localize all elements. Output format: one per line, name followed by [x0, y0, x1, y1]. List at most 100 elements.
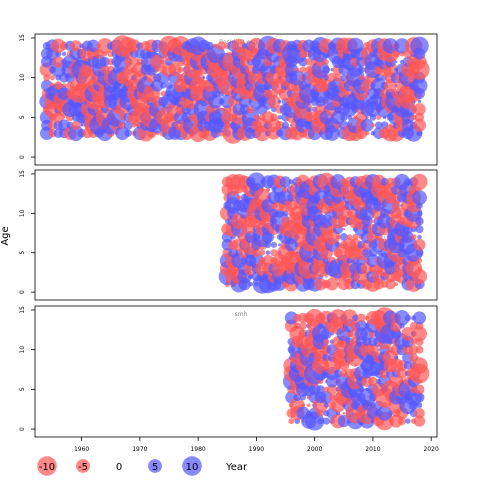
residual-bubble: [324, 275, 328, 278]
legend-label: 10: [186, 462, 199, 473]
residual-bubble: [319, 390, 333, 404]
residual-bubble: [371, 219, 375, 223]
x-tick-label: 2010: [365, 446, 380, 453]
residual-bubble: [323, 402, 329, 408]
residual-bubble: [219, 107, 224, 112]
residual-bubble: [277, 99, 282, 104]
residual-bubble: [412, 118, 427, 132]
residual-bubble: [267, 94, 281, 109]
residual-bubble: [54, 81, 63, 90]
residual-bubble: [396, 368, 408, 379]
residual-bubble: [412, 311, 427, 325]
residual-bubble: [177, 66, 184, 73]
residual-bubble: [57, 87, 71, 100]
residual-bubble: [273, 236, 275, 238]
residual-bubble: [342, 411, 346, 415]
residual-bubble: [319, 211, 322, 215]
residual-bubble: [298, 57, 308, 67]
residual-bubble: [385, 278, 396, 290]
residual-bubble: [397, 417, 407, 426]
residual-bubble: [307, 403, 311, 407]
residual-bubble: [156, 52, 159, 55]
legend-label: -5: [78, 462, 88, 473]
y-tick-label: 5: [19, 115, 26, 119]
residual-bubble: [281, 121, 290, 129]
residual-bubble: [282, 210, 289, 217]
residual-bubble: [202, 76, 206, 80]
residual-bubble: [417, 99, 422, 104]
residual-bubble: [168, 63, 182, 77]
legend-bubble: [37, 456, 57, 476]
panel-frame: [34, 33, 438, 166]
residual-bubble: [414, 407, 425, 419]
residual-bubble: [322, 66, 330, 74]
x-tick-label: 2020: [424, 446, 439, 453]
residual-bubble: [289, 69, 305, 86]
residual-bubble: [123, 120, 133, 130]
legend-bubble: [148, 459, 162, 473]
residual-bubble: [415, 248, 424, 257]
residual-bubble: [68, 125, 84, 141]
residual-bubble: [370, 123, 375, 128]
residual-bubble: [259, 249, 266, 256]
residual-bubble: [416, 258, 423, 264]
residual-bubble: [366, 254, 380, 268]
x-tick-label: 1960: [74, 446, 89, 453]
residual-bubble: [294, 67, 300, 72]
residual-bubble: [282, 186, 289, 193]
residual-bubble: [236, 195, 242, 201]
y-tick-label: 10: [19, 346, 26, 354]
residual-bubble: [293, 393, 301, 402]
residual-bubble: [265, 187, 271, 192]
residual-bubble: [401, 231, 414, 243]
residual-bubble: [352, 314, 359, 322]
residual-bubble: [99, 56, 110, 67]
residual-bubble: [366, 343, 379, 356]
residual-bubble: [265, 250, 271, 256]
residual-bubble: [342, 227, 346, 231]
residual-bubble: [358, 75, 364, 81]
legend-label: 5: [152, 462, 158, 473]
residual-bubble: [388, 123, 393, 127]
residual-bubble: [260, 187, 265, 192]
residual-bubble: [213, 43, 218, 49]
legend-label: 0: [116, 462, 122, 473]
residual-bubble: [411, 357, 428, 374]
y-tick-label: 15: [19, 34, 26, 42]
residual-bubble: [247, 172, 266, 192]
residual-bubble: [127, 39, 141, 53]
residual-bubble: [394, 355, 399, 360]
residual-bubble: [408, 344, 419, 355]
x-tick-label: 1980: [190, 446, 205, 453]
residual-bubble: [394, 282, 398, 286]
legend-label: -10: [39, 462, 55, 473]
residual-bubble: [306, 106, 312, 112]
residual-bubble: [404, 314, 412, 322]
y-tick-label: 10: [19, 74, 26, 82]
residual-bubble: [317, 417, 324, 425]
residual-bubble: [401, 327, 415, 341]
residual-bubble: [356, 313, 366, 323]
residual-bubble: [306, 83, 311, 88]
residual-bubble: [417, 234, 422, 240]
residual-bubble: [305, 58, 313, 66]
residual-bubble: [412, 190, 427, 206]
x-tick-label: 1990: [249, 446, 264, 453]
residual-bubble: [270, 241, 277, 248]
residual-bubble: [325, 277, 339, 291]
residual-bubble: [115, 126, 130, 141]
residual-bubble: [97, 38, 113, 54]
panel-3: smh 0 5 10 15 1960 1970 1980 1990 2000 2010 2020: [19, 305, 439, 453]
residual-bubble: [412, 326, 427, 342]
residual-bubble: [411, 173, 428, 190]
residual-bubble: [396, 360, 408, 371]
residual-bubble: [417, 266, 422, 271]
residual-bubble: [49, 75, 56, 81]
legend: -10 -5 0 5 10 Year: [37, 456, 248, 476]
residual-bubble: [278, 243, 282, 247]
residual-bubble: [156, 92, 159, 95]
residual-bubble: [410, 338, 417, 345]
residual-bubble: [414, 392, 425, 403]
residual-bubble: [339, 233, 348, 241]
